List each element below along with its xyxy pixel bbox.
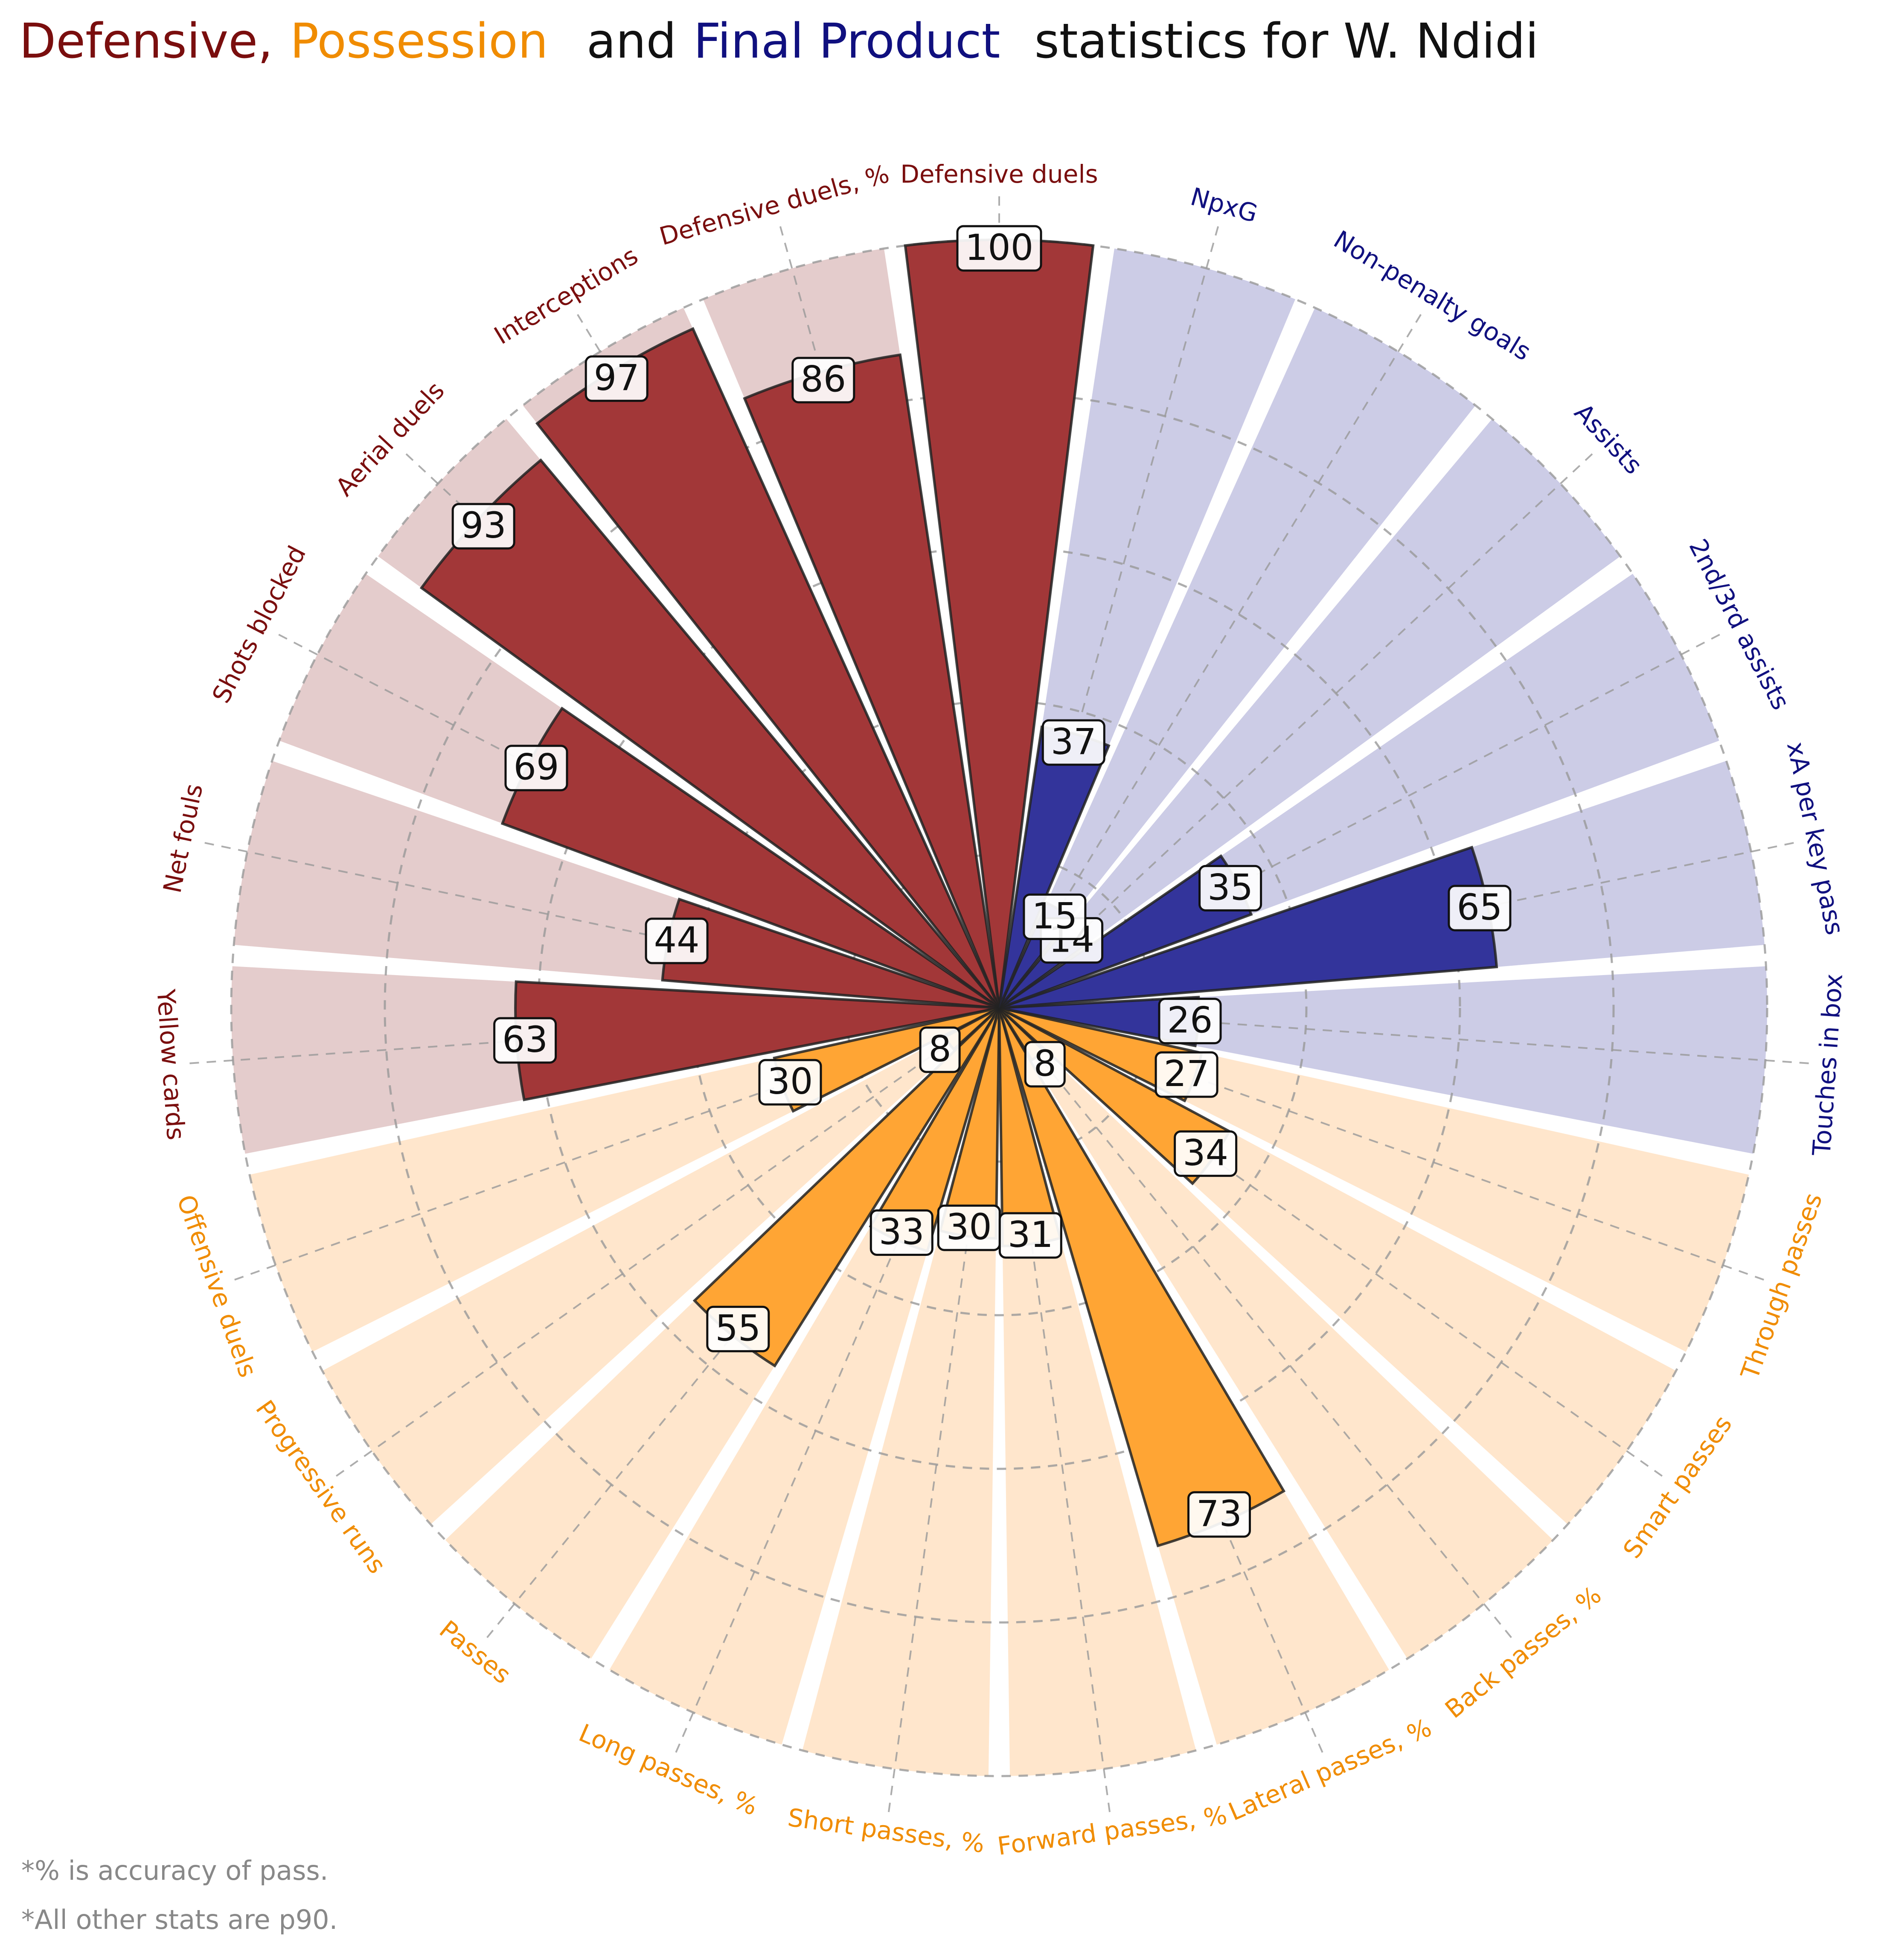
chart-title: Defensive, Possession and Final Product stat… (19, 14, 1538, 69)
stat-label-2nd-3rd-assists: 2nd/3rd assists (1683, 534, 1795, 714)
value-text: 8 (928, 1028, 951, 1070)
note-accuracy: *% is accuracy of pass. (21, 1855, 328, 1886)
stat-label-offensive-duels: Offensive duels (171, 1191, 262, 1381)
stat-label-defensive-duels: Defensive duels (900, 160, 1098, 189)
stat-label-long-passes: Long passes, % (575, 1718, 762, 1821)
value-box (451, 503, 515, 550)
stat-label-forward-passes: Forward passes, % (996, 1800, 1229, 1861)
value-label-long-passes: 33 (869, 1209, 933, 1256)
value-text: 33 (879, 1211, 925, 1252)
value-box (706, 1305, 770, 1352)
stat-label-yellow-cards: Yellow cards (151, 988, 190, 1141)
stat-label-shots-blocked: Shots blocked (206, 541, 312, 708)
value-labels: 100 86 97 93 69 44 63 30 8 55 33 30 31 73 8 34 27 26 65 35 1… (451, 225, 1512, 1538)
value-box (1024, 1041, 1066, 1088)
value-label-net-fouls: 44 (645, 917, 709, 964)
value-box (504, 745, 568, 792)
value-label-forward-passes: 31 (998, 1212, 1062, 1259)
value-box (1448, 885, 1512, 932)
value-text: 69 (514, 746, 559, 788)
value-label-short-passes: 30 (937, 1204, 1001, 1251)
stat-label-aerial-duels: Aerial duels (330, 376, 450, 502)
value-text: 34 (1183, 1132, 1228, 1174)
value-box (1041, 719, 1105, 766)
value-label-xa-per-key-pass: 65 (1448, 885, 1512, 932)
value-text: 31 (1008, 1214, 1053, 1255)
value-label-touches-in-box: 26 (1158, 998, 1222, 1045)
value-text: 35 (1207, 866, 1253, 908)
value-text: 100 (965, 227, 1033, 268)
value-box (1158, 998, 1222, 1045)
grid-ring (384, 392, 1615, 1624)
value-box (1198, 865, 1262, 912)
stat-label-assists: Assists (1569, 398, 1648, 480)
value-box (1174, 1130, 1238, 1177)
value-box (1187, 1491, 1251, 1538)
stat-label-net-fouls: Net fouls (157, 781, 208, 896)
value-box (998, 1212, 1062, 1259)
value-box (919, 1026, 961, 1073)
value-label-defensive-duels: 86 (791, 357, 855, 404)
value-text: 86 (800, 358, 846, 400)
title-and: and (587, 14, 677, 69)
value-text: 65 (1457, 886, 1502, 928)
value-label-lateral-passes: 73 (1187, 1491, 1251, 1538)
value-text: 8 (1034, 1043, 1056, 1084)
value-label-offensive-duels: 30 (758, 1059, 822, 1106)
value-label-aerial-duels: 93 (451, 503, 515, 550)
note-p90: *All other stats are p90. (21, 1904, 337, 1935)
stat-label-interceptions: Interceptions (489, 241, 643, 350)
stat-label-npxg: NpxG (1187, 182, 1261, 228)
value-box (645, 917, 709, 964)
value-box (791, 357, 855, 404)
value-text: 30 (946, 1206, 992, 1248)
value-label-through-passes: 27 (1154, 1051, 1218, 1098)
bg-slice-progressive-runs (322, 1008, 999, 1525)
value-box (869, 1209, 933, 1256)
title-subject: statistics for W. Ndidi (1034, 14, 1538, 69)
value-text: 26 (1167, 999, 1213, 1041)
stat-label-passes: Passes (434, 1615, 517, 1689)
title-defensive: Defensive, (19, 14, 273, 69)
value-label-2nd-3rd-assists: 35 (1198, 865, 1262, 912)
value-label-passes: 55 (706, 1305, 770, 1352)
value-text: 37 (1051, 721, 1096, 763)
value-text: 97 (594, 357, 640, 399)
stat-label-defensive-duels: Defensive duels, % (656, 159, 892, 251)
value-box (493, 1017, 557, 1064)
bg-slice-back-passes (999, 1008, 1553, 1659)
title-final-product: Final Product (693, 14, 1000, 69)
value-label-shots-blocked: 69 (504, 745, 568, 792)
value-box (585, 355, 648, 402)
value-text: 44 (654, 919, 700, 961)
value-text: 30 (768, 1060, 813, 1102)
bg-slice-assists (999, 419, 1620, 1008)
stat-label-short-passes: Short passes, % (786, 1803, 986, 1859)
bg-slice-non-penalty-goals (999, 308, 1476, 1008)
stat-label-touches-in-box: Touches in box (1807, 973, 1848, 1157)
value-label-back-passes: 8 (1024, 1041, 1066, 1088)
value-text: 55 (715, 1307, 761, 1349)
value-text: 15 (1032, 895, 1077, 937)
value-label-progressive-runs: 8 (919, 1026, 961, 1073)
value-bars (419, 239, 1498, 1547)
title-possession: Possession (290, 14, 548, 69)
value-label-interceptions: 97 (585, 355, 648, 402)
value-label-npxg: 37 (1041, 719, 1105, 766)
value-label-smart-passes: 34 (1174, 1130, 1238, 1177)
value-text: 63 (502, 1019, 548, 1060)
value-text: 93 (461, 504, 506, 546)
value-box (1023, 893, 1087, 940)
value-label-non-penalty-goals: 15 (1023, 893, 1087, 940)
value-text: 27 (1164, 1053, 1210, 1095)
stat-label-through-passes: Through passes (1735, 1189, 1828, 1383)
value-box (956, 225, 1042, 272)
value-box (758, 1059, 822, 1106)
value-label-defensive-duels: 100 (956, 225, 1042, 272)
stat-label-xa-per-key-pass: xA per key pass (1781, 739, 1849, 937)
value-box (1154, 1051, 1218, 1098)
value-label-yellow-cards: 63 (493, 1017, 557, 1064)
value-text: 73 (1196, 1493, 1242, 1535)
